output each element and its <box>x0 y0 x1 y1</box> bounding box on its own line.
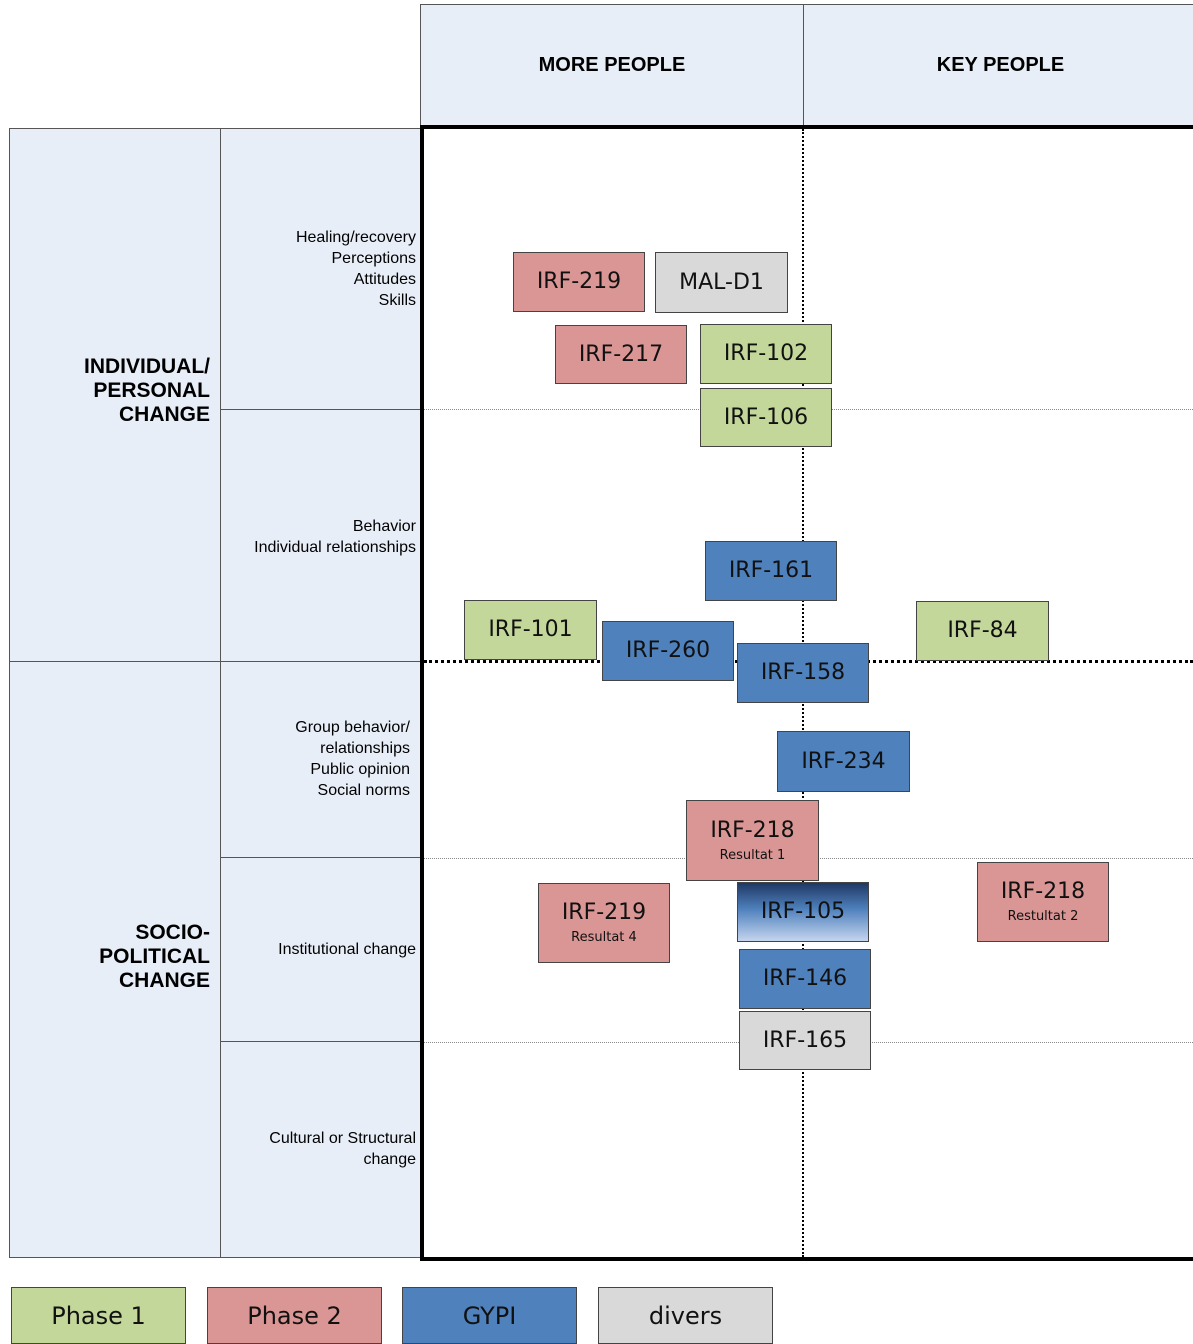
project-box-irf-146[interactable]: IRF-146 <box>739 949 871 1009</box>
column-header-more-people-label: MORE PEOPLE <box>538 54 686 76</box>
sublevel-institutional-cell: Institutional change <box>220 857 422 1042</box>
project-box-irf-218-resultat-2[interactable]: IRF-218 Restultat 2 <box>977 862 1109 942</box>
project-box-irf-234[interactable]: IRF-234 <box>777 731 910 792</box>
project-code: IRF-146 <box>762 966 848 991</box>
project-box-mal-d1[interactable]: MAL-D1 <box>655 252 788 313</box>
project-box-irf-84[interactable]: IRF-84 <box>916 601 1049 661</box>
project-code: IRF-161 <box>728 558 814 583</box>
legend-phase-1: Phase 1 <box>11 1287 186 1344</box>
project-code: IRF-219 <box>561 900 647 925</box>
category-individual-label: INDIVIDUAL/ PERSONAL CHANGE <box>84 355 210 426</box>
project-box-irf-217[interactable]: IRF-217 <box>555 325 687 384</box>
project-result-label: Restultat 2 <box>1007 909 1079 924</box>
project-code: IRF-101 <box>488 617 573 642</box>
legend-label: divers <box>648 1301 723 1330</box>
sublevel-perceptions-label: Healing/recovery Perceptions Attitudes S… <box>295 229 416 309</box>
category-socio-political-cell: SOCIO- POLITICAL CHANGE <box>9 661 221 1258</box>
project-code: IRF-106 <box>723 404 809 430</box>
legend-phase-2: Phase 2 <box>207 1287 382 1344</box>
project-result-label: Resultat 1 <box>719 847 786 863</box>
project-box-irf-161[interactable]: IRF-161 <box>705 541 837 601</box>
sublevel-group-behavior-label: Group behavior/ relationships Public opi… <box>295 719 410 799</box>
project-box-irf-260[interactable]: IRF-260 <box>602 621 734 681</box>
category-socio-political-label: SOCIO- POLITICAL CHANGE <box>99 921 210 992</box>
project-box-irf-165[interactable]: IRF-165 <box>739 1011 871 1070</box>
legend-gypi: GYPI <box>402 1287 577 1344</box>
project-code: IRF-165 <box>762 1027 848 1053</box>
legend-label: Phase 2 <box>247 1301 342 1330</box>
sublevel-institutional-label: Institutional change <box>278 941 416 958</box>
legend-label: GYPI <box>462 1301 517 1330</box>
project-box-irf-106[interactable]: IRF-106 <box>700 388 832 447</box>
project-code: IRF-217 <box>578 341 664 367</box>
project-code: IRF-102 <box>723 341 809 366</box>
project-box-irf-105[interactable]: IRF-105 <box>737 882 869 942</box>
sublevel-behavior-label: Behavior Individual relationships <box>254 518 416 556</box>
project-box-irf-158[interactable]: IRF-158 <box>737 643 869 703</box>
project-box-irf-219-resultat-4[interactable]: IRF-219 Resultat 4 <box>538 883 670 963</box>
project-box-irf-219[interactable]: IRF-219 <box>513 252 645 312</box>
sublevel-group-behavior-cell: Group behavior/ relationships Public opi… <box>220 661 422 858</box>
category-individual-cell: INDIVIDUAL/ PERSONAL CHANGE <box>9 128 221 662</box>
column-header-key-people: KEY PEOPLE <box>803 4 1193 127</box>
column-header-more-people: MORE PEOPLE <box>420 4 804 127</box>
project-code: IRF-218 <box>710 817 795 843</box>
legend-label: Phase 1 <box>51 1301 146 1330</box>
column-header-key-people-label: KEY PEOPLE <box>936 54 1065 76</box>
legend-divers: divers <box>598 1287 773 1344</box>
sublevel-perceptions-cell: Healing/recovery Perceptions Attitudes S… <box>220 128 422 410</box>
project-code: IRF-105 <box>760 899 846 924</box>
project-result-label: Resultat 4 <box>571 930 637 945</box>
project-code: IRF-219 <box>536 269 622 294</box>
project-box-irf-218-resultat-1[interactable]: IRF-218 Resultat 1 <box>686 800 819 881</box>
project-box-irf-102[interactable]: IRF-102 <box>700 324 832 384</box>
project-box-irf-101[interactable]: IRF-101 <box>464 600 597 660</box>
sublevel-behavior-cell: Behavior Individual relationships <box>220 409 422 662</box>
project-code: IRF-218 <box>1000 879 1086 904</box>
project-code: MAL-D1 <box>679 269 764 295</box>
project-code: IRF-84 <box>947 618 1018 643</box>
sublevel-cultural-cell: Cultural or Structural change <box>220 1041 422 1258</box>
project-code: IRF-234 <box>801 748 886 774</box>
sublevel-cultural-label: Cultural or Structural change <box>269 1130 416 1168</box>
project-code: IRF-158 <box>760 660 846 685</box>
project-code: IRF-260 <box>625 638 711 663</box>
